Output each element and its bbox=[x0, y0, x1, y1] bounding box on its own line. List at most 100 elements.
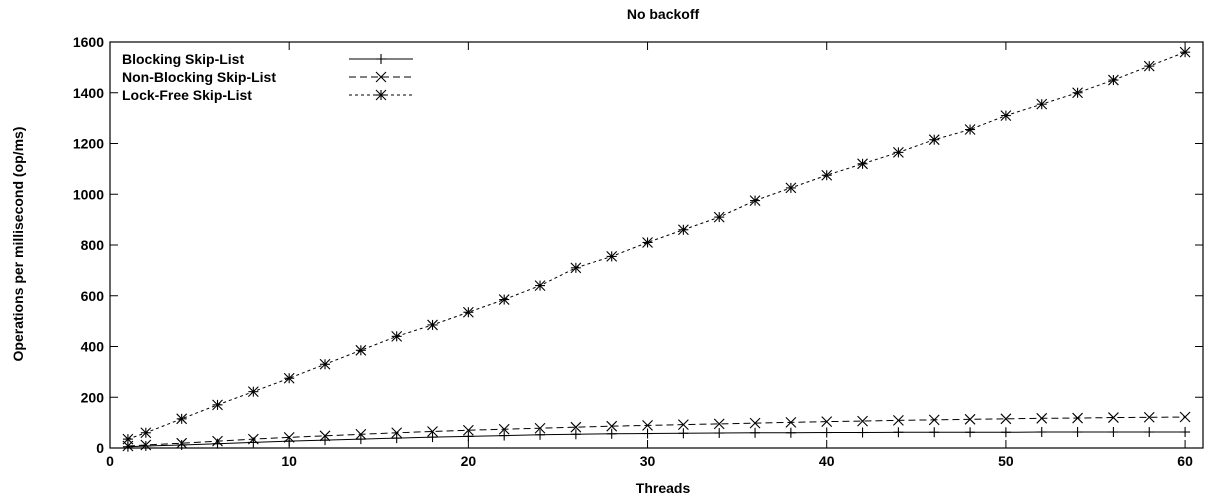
data-point-non-blocking-skip-list bbox=[1143, 411, 1155, 423]
data-point-lock-free-skip-list bbox=[1072, 87, 1083, 99]
y-axis-ticks: 0 200 400 600 800 1000 1200 1400 1600 bbox=[73, 34, 1203, 456]
data-point-non-blocking-skip-list bbox=[964, 413, 976, 425]
data-point-non-blocking-skip-list bbox=[212, 435, 223, 447]
data-point-non-blocking-skip-list bbox=[642, 420, 653, 431]
data-point-lock-free-skip-list bbox=[462, 306, 474, 318]
x-tick-label: 0 bbox=[106, 453, 114, 469]
data-point-blocking-skip-list bbox=[1108, 427, 1119, 438]
data-point-blocking-skip-list bbox=[1072, 427, 1083, 438]
data-point-non-blocking-skip-list bbox=[677, 419, 689, 431]
data-point-blocking-skip-list bbox=[355, 434, 366, 445]
data-point-blocking-skip-list bbox=[499, 430, 510, 441]
data-point-lock-free-skip-list bbox=[785, 182, 797, 194]
legend-entry-non-blocking: Non-Blocking Skip-List bbox=[122, 69, 413, 85]
data-point-blocking-skip-list bbox=[320, 435, 331, 446]
data-point-lock-free-skip-list bbox=[122, 433, 134, 445]
data-point-lock-free-skip-list bbox=[749, 195, 761, 206]
data-point-non-blocking-skip-list bbox=[283, 431, 295, 443]
y-tick-label: 0 bbox=[96, 440, 104, 456]
data-point-non-blocking-skip-list bbox=[498, 423, 510, 435]
legend-entry-lock-free: Lock-Free Skip-List bbox=[122, 87, 413, 103]
data-point-lock-free-skip-list bbox=[283, 372, 295, 384]
data-point-blocking-skip-list bbox=[857, 427, 868, 438]
data-point-blocking-skip-list bbox=[714, 428, 725, 439]
data-point-blocking-skip-list bbox=[893, 427, 904, 438]
data-point-lock-free-skip-list bbox=[606, 251, 618, 262]
data-point-non-blocking-skip-list bbox=[247, 433, 259, 445]
data-point-lock-free-skip-list bbox=[964, 124, 976, 135]
data-point-lock-free-skip-list bbox=[1179, 46, 1191, 58]
data-point-blocking-skip-list bbox=[463, 431, 474, 442]
plot-area-frame bbox=[109, 41, 1204, 449]
legend: Blocking Skip-List Non-Blocking Skip-Lis… bbox=[122, 51, 413, 103]
data-point-lock-free-skip-list bbox=[570, 262, 582, 274]
data-point-non-blocking-skip-list bbox=[570, 421, 582, 433]
data-point-non-blocking-skip-list bbox=[462, 424, 474, 436]
data-point-non-blocking-skip-list bbox=[713, 418, 725, 430]
series-blocking-skip-list bbox=[122, 427, 1191, 452]
y-axis-label: Operations per millisecond (op/ms) bbox=[10, 127, 26, 362]
data-point-non-blocking-skip-list bbox=[1108, 412, 1119, 423]
data-point-non-blocking-skip-list bbox=[1036, 412, 1048, 424]
data-point-blocking-skip-list bbox=[929, 427, 940, 438]
chart-title: No backoff bbox=[627, 6, 700, 22]
legend-marker-lock-free-skip-list bbox=[375, 89, 387, 101]
data-point-lock-free-skip-list bbox=[893, 146, 904, 158]
data-point-blocking-skip-list bbox=[750, 427, 761, 438]
series-non-blocking-skip-list bbox=[122, 411, 1191, 452]
data-point-blocking-skip-list bbox=[821, 427, 832, 438]
legend-label-non-blocking: Non-Blocking Skip-List bbox=[122, 69, 276, 85]
data-point-lock-free-skip-list bbox=[319, 358, 331, 370]
legend-marker-non-blocking-skip-list bbox=[375, 71, 387, 83]
x-tick-label: 20 bbox=[461, 453, 477, 469]
data-point-non-blocking-skip-list bbox=[176, 437, 188, 449]
data-point-non-blocking-skip-list bbox=[355, 428, 367, 440]
data-point-lock-free-skip-list bbox=[140, 427, 152, 439]
data-point-lock-free-skip-list bbox=[391, 330, 403, 342]
y-tick-label: 600 bbox=[81, 288, 105, 304]
data-point-non-blocking-skip-list bbox=[427, 426, 438, 437]
data-point-lock-free-skip-list bbox=[498, 294, 510, 305]
data-point-non-blocking-skip-list bbox=[1179, 411, 1191, 423]
data-point-non-blocking-skip-list bbox=[1000, 413, 1012, 425]
data-point-blocking-skip-list bbox=[678, 428, 689, 439]
legend-label-lock-free: Lock-Free Skip-List bbox=[122, 87, 252, 103]
data-point-non-blocking-skip-list bbox=[319, 430, 331, 442]
y-tick-label: 1000 bbox=[73, 186, 104, 202]
data-point-lock-free-skip-list bbox=[713, 211, 725, 223]
data-point-lock-free-skip-list bbox=[534, 280, 546, 291]
data-point-lock-free-skip-list bbox=[642, 237, 653, 248]
data-point-blocking-skip-list bbox=[535, 429, 546, 440]
x-tick-label: 50 bbox=[998, 453, 1014, 469]
data-point-blocking-skip-list bbox=[1144, 427, 1155, 438]
data-point-blocking-skip-list bbox=[391, 433, 402, 444]
y-tick-label: 1600 bbox=[73, 34, 104, 50]
data-point-non-blocking-skip-list bbox=[928, 414, 940, 426]
x-tick-label: 10 bbox=[281, 453, 297, 469]
data-point-non-blocking-skip-list bbox=[534, 422, 546, 434]
data-point-lock-free-skip-list bbox=[427, 319, 438, 331]
data-point-blocking-skip-list bbox=[785, 427, 796, 438]
data-point-blocking-skip-list bbox=[212, 438, 223, 449]
data-point-lock-free-skip-list bbox=[1036, 98, 1048, 110]
y-tick-label: 400 bbox=[81, 339, 105, 355]
y-tick-label: 200 bbox=[81, 389, 105, 405]
data-point-blocking-skip-list bbox=[1036, 427, 1047, 438]
data-point-non-blocking-skip-list bbox=[140, 439, 152, 451]
data-point-non-blocking-skip-list bbox=[391, 427, 403, 439]
data-point-lock-free-skip-list bbox=[247, 386, 259, 398]
x-tick-label: 40 bbox=[819, 453, 835, 469]
legend-entry-blocking: Blocking Skip-List bbox=[122, 51, 413, 67]
data-point-blocking-skip-list bbox=[1000, 427, 1011, 438]
data-point-lock-free-skip-list bbox=[821, 169, 833, 181]
data-point-lock-free-skip-list bbox=[677, 224, 689, 236]
data-point-lock-free-skip-list bbox=[857, 158, 868, 170]
data-point-lock-free-skip-list bbox=[176, 413, 188, 425]
data-point-non-blocking-skip-list bbox=[785, 416, 797, 428]
x-axis-label: Threads bbox=[636, 480, 691, 496]
data-point-blocking-skip-list bbox=[140, 440, 151, 451]
data-point-lock-free-skip-list bbox=[928, 134, 940, 146]
legend-marker-blocking-skip-list bbox=[376, 54, 386, 64]
data-point-lock-free-skip-list bbox=[1000, 110, 1012, 121]
